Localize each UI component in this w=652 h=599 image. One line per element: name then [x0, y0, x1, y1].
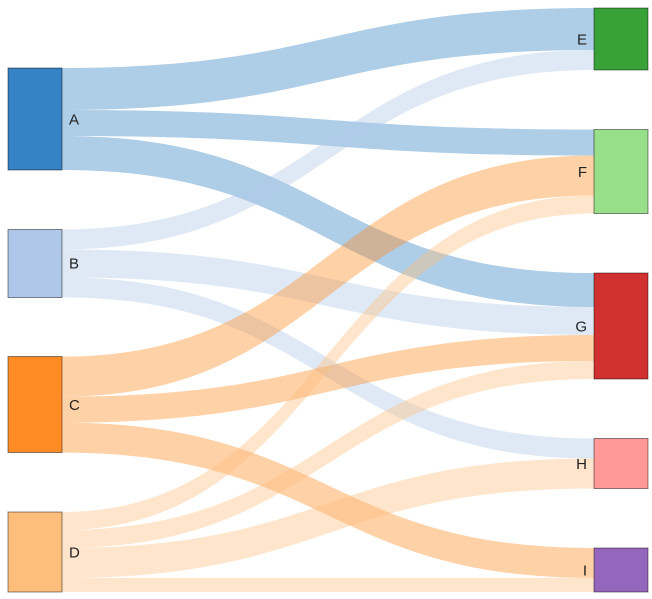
sankey-node-label-G: G [575, 318, 587, 335]
sankey-link-D-H[interactable] [62, 458, 594, 579]
sankey-link-B-G[interactable] [62, 249, 594, 335]
sankey-node-B[interactable] [7, 228, 63, 298]
sankey-node-D[interactable] [7, 511, 63, 593]
sankey-node-label-B: B [69, 256, 79, 273]
sankey-link-C-I[interactable] [62, 422, 594, 578]
sankey-node-I[interactable] [593, 547, 649, 593]
sankey-link-C-F[interactable] [62, 155, 594, 397]
sankey-node-G[interactable] [593, 272, 649, 380]
sankey-node-E[interactable] [593, 7, 649, 71]
sankey-node-label-A: A [69, 111, 79, 128]
sankey-node-label-I: I [583, 562, 587, 579]
sankey-node-A[interactable] [7, 67, 63, 171]
sankey-node-label-F: F [578, 164, 587, 181]
sankey-link-D-G[interactable] [62, 361, 594, 548]
sankey-node-F[interactable] [593, 129, 649, 214]
sankey-node-label-E: E [577, 31, 587, 48]
sankey-link-A-E[interactable] [62, 8, 594, 110]
sankey-link-C-G[interactable] [62, 335, 594, 423]
sankey-node-C[interactable] [7, 356, 63, 454]
sankey-node-H[interactable] [593, 438, 649, 489]
sankey-link-B-E[interactable] [62, 50, 594, 250]
sankey-link-D-F[interactable] [62, 195, 594, 531]
sankey-link-A-F[interactable] [62, 110, 594, 156]
sankey-node-label-H: H [576, 456, 587, 473]
sankey-node-label-D: D [69, 544, 80, 561]
sankey-link-B-H[interactable] [62, 277, 594, 459]
sankey-link-A-G[interactable] [62, 136, 594, 307]
sankey-link-D-I[interactable] [62, 578, 594, 592]
sankey-node-label-C: C [69, 397, 80, 414]
